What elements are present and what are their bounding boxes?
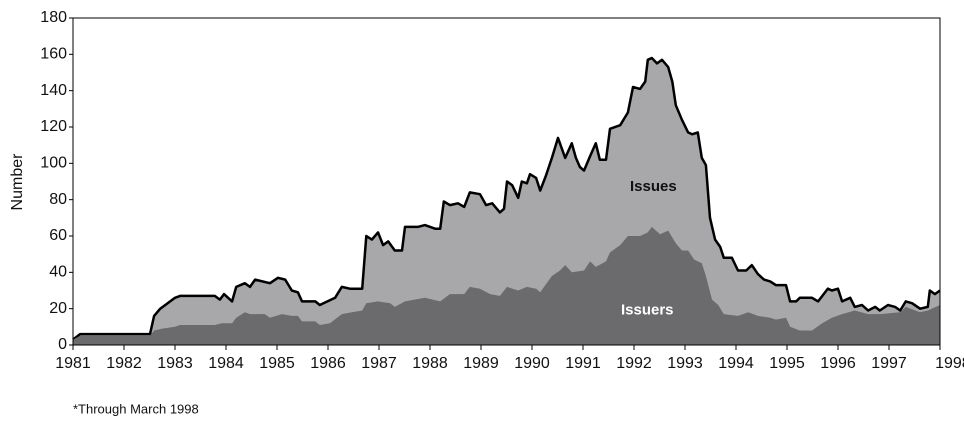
x-tick-label: 1989 bbox=[463, 355, 499, 372]
y-tick-label: 120 bbox=[40, 118, 67, 135]
plot-frame bbox=[72, 17, 941, 346]
area-top-line bbox=[72, 56, 941, 341]
x-tick-label: 1998* bbox=[935, 355, 964, 372]
x-tick-label: 1995 bbox=[769, 355, 805, 372]
annotation: Issues bbox=[630, 178, 677, 195]
footnote: *Through March 1998 bbox=[73, 401, 199, 416]
y-tick-label: 140 bbox=[40, 82, 67, 99]
annotation: Issuers bbox=[621, 301, 674, 318]
x-tick-label: 1993 bbox=[667, 355, 703, 372]
x-tick-label: 1985 bbox=[259, 355, 295, 372]
y-tick-label: 100 bbox=[40, 155, 67, 172]
x-tick-label: 1981 bbox=[55, 355, 91, 372]
y-tick-label: 40 bbox=[49, 264, 67, 281]
x-tick-label: 1984 bbox=[208, 355, 244, 372]
x-tick-label: 1997 bbox=[871, 355, 907, 372]
y-tick-label: 20 bbox=[49, 300, 67, 317]
x-tick-label: 1994 bbox=[718, 355, 754, 372]
x-tick-label: 1982 bbox=[106, 355, 142, 372]
area bbox=[73, 226, 940, 345]
x-tick-label: 1988 bbox=[412, 355, 448, 372]
x-tick-label: 1996 bbox=[820, 355, 856, 372]
y-tick-label: 60 bbox=[49, 227, 67, 244]
y-tick-label: 160 bbox=[40, 46, 67, 63]
x-tick-label: 1991 bbox=[565, 355, 601, 372]
x-tick-label: 1990 bbox=[514, 355, 550, 372]
x-tick-label: 1986 bbox=[310, 355, 346, 372]
y-tick-label: 80 bbox=[49, 191, 67, 208]
x-tick-label: 1987 bbox=[361, 355, 397, 372]
x-tick-label: 1983 bbox=[157, 355, 193, 372]
y-tick-label: 180 bbox=[40, 9, 67, 26]
y-tick-label: 0 bbox=[58, 336, 67, 353]
x-tick-label: 1992 bbox=[616, 355, 652, 372]
area bbox=[73, 58, 940, 345]
y-axis-label: Number bbox=[9, 153, 26, 211]
